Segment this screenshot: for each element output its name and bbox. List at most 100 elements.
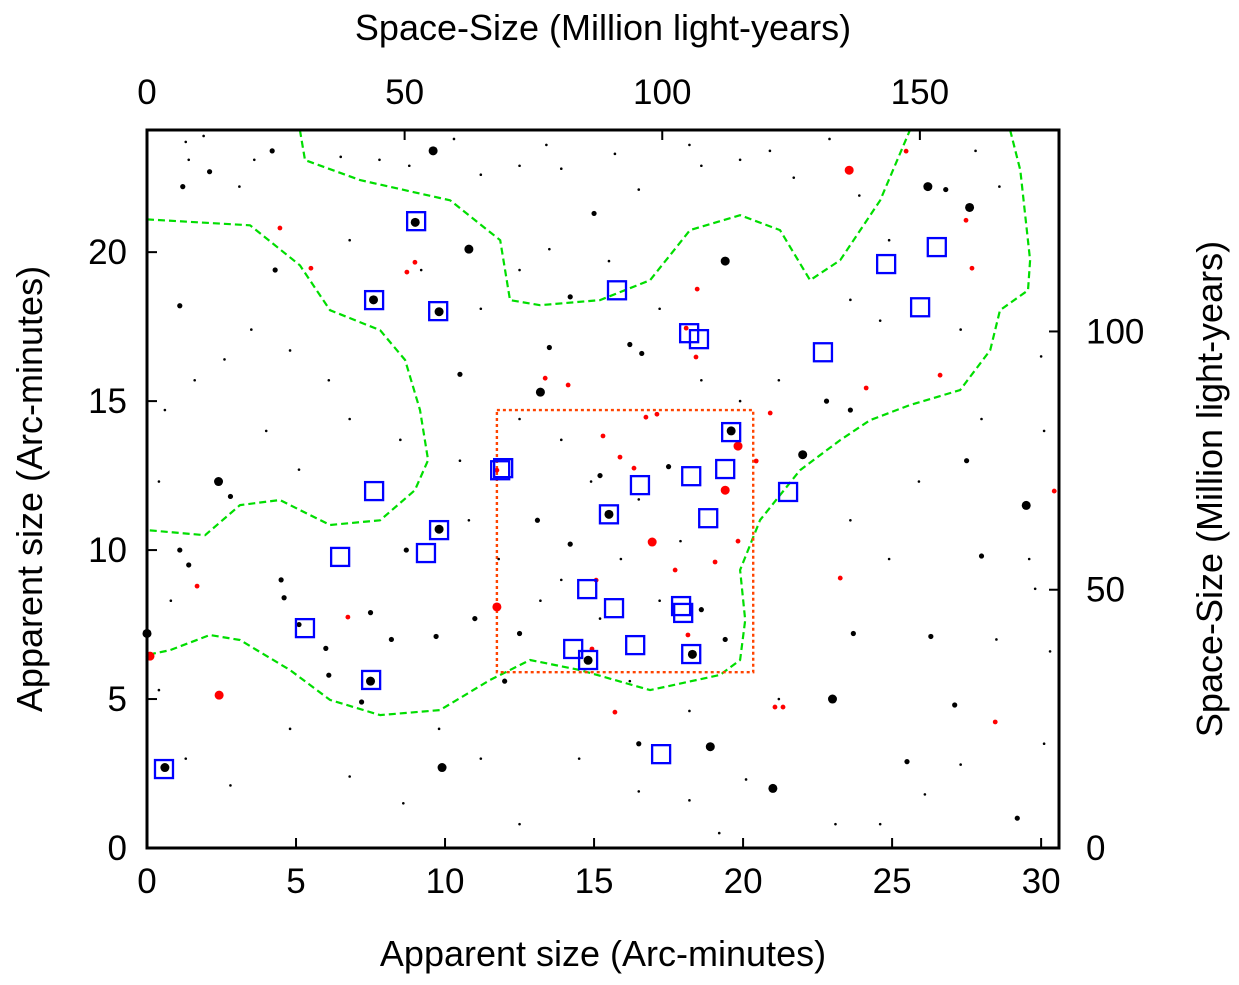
black-point (738, 399, 742, 403)
blue-square-marker (673, 602, 694, 624)
black-point (688, 709, 691, 713)
black-point (768, 149, 772, 153)
red-point (277, 225, 283, 231)
x2-tick-label: 150 (891, 73, 949, 112)
black-point (567, 541, 573, 547)
black-point (1042, 429, 1046, 433)
blue-square-marker (681, 643, 702, 665)
red-point (693, 354, 699, 360)
black-point (998, 185, 1001, 188)
black-point (658, 307, 661, 311)
x2-axis-title: Space-Size (Million light-years) (355, 7, 851, 48)
red-point (772, 704, 778, 710)
black-point (598, 617, 602, 620)
black-point (777, 697, 781, 701)
y2-tick-label: 100 (1086, 312, 1144, 351)
black-point (187, 158, 191, 162)
black-point (378, 158, 381, 162)
black-point (326, 672, 332, 678)
blue-square-marker (926, 236, 947, 258)
black-point (887, 238, 891, 242)
black-point (878, 319, 882, 322)
black-point (700, 164, 703, 168)
black-point (545, 143, 548, 147)
black-point (583, 655, 593, 665)
black-point (296, 621, 302, 628)
black-point (768, 783, 778, 793)
black-point (177, 303, 183, 309)
black-point (472, 615, 478, 622)
blue-square-marker (415, 542, 437, 564)
plot-marks (142, 129, 1057, 835)
black-point (964, 458, 970, 464)
black-point (559, 438, 563, 442)
black-point (827, 694, 837, 704)
black-point (705, 742, 715, 752)
selection-region (495, 408, 755, 674)
plot-frame (145, 128, 1061, 850)
blue-square-marker (577, 578, 598, 600)
black-point (358, 699, 365, 705)
black-point (589, 480, 593, 483)
black-point (348, 417, 351, 421)
black-point (433, 633, 439, 640)
black-point (604, 509, 614, 519)
red-point (412, 259, 418, 265)
black-point (163, 408, 167, 412)
red-point (345, 614, 351, 620)
red-point (937, 372, 943, 378)
black-point (184, 140, 188, 144)
red-point (767, 410, 773, 416)
x-tick-label: 5 (286, 862, 305, 901)
x-tick-label: 20 (724, 862, 763, 901)
y-tick-label: 5 (108, 680, 127, 719)
black-point (272, 267, 278, 273)
red-point (863, 385, 869, 391)
black-point (717, 831, 721, 835)
black-point (559, 578, 563, 582)
y-tick-label: 15 (88, 382, 127, 421)
x-tick-label: 25 (873, 862, 912, 901)
black-point (252, 158, 256, 162)
black-point (639, 350, 645, 357)
black-point (264, 429, 268, 433)
black-point (539, 599, 542, 603)
black-point (959, 763, 962, 766)
blue-square-marker (405, 211, 427, 232)
black-point (479, 757, 483, 760)
red-point (992, 719, 998, 725)
black-point (887, 557, 891, 561)
black-point (516, 630, 523, 637)
black-point (607, 259, 611, 263)
black-point (419, 268, 423, 272)
black-point (943, 186, 949, 193)
black-point (202, 134, 205, 138)
black-point (834, 822, 837, 826)
black-point (180, 184, 186, 190)
black-point (288, 349, 292, 352)
x2-tick-label: 0 (137, 73, 156, 112)
black-point (687, 649, 697, 659)
black-point (281, 595, 287, 601)
black-point (858, 194, 861, 197)
black-point (479, 173, 483, 176)
black-point (637, 188, 641, 191)
x-axis-title: Apparent size (Arc-minutes) (380, 933, 826, 974)
black-point (535, 387, 545, 397)
blue-square-marker (577, 649, 599, 671)
black-point (399, 438, 402, 442)
contour-line-1 (146, 218, 430, 537)
red-point (720, 485, 730, 495)
blue-square-marker (490, 460, 511, 481)
blue-square-marker (670, 595, 692, 617)
black-point (567, 294, 573, 300)
black-point (157, 480, 161, 483)
blue-square-marker (812, 342, 834, 363)
blue-square-marker (428, 519, 450, 541)
black-point (777, 378, 781, 382)
blue-square-marker (363, 480, 385, 502)
blue-square-marker (777, 481, 799, 503)
y-tick-label: 10 (88, 531, 127, 570)
black-point (952, 702, 958, 708)
